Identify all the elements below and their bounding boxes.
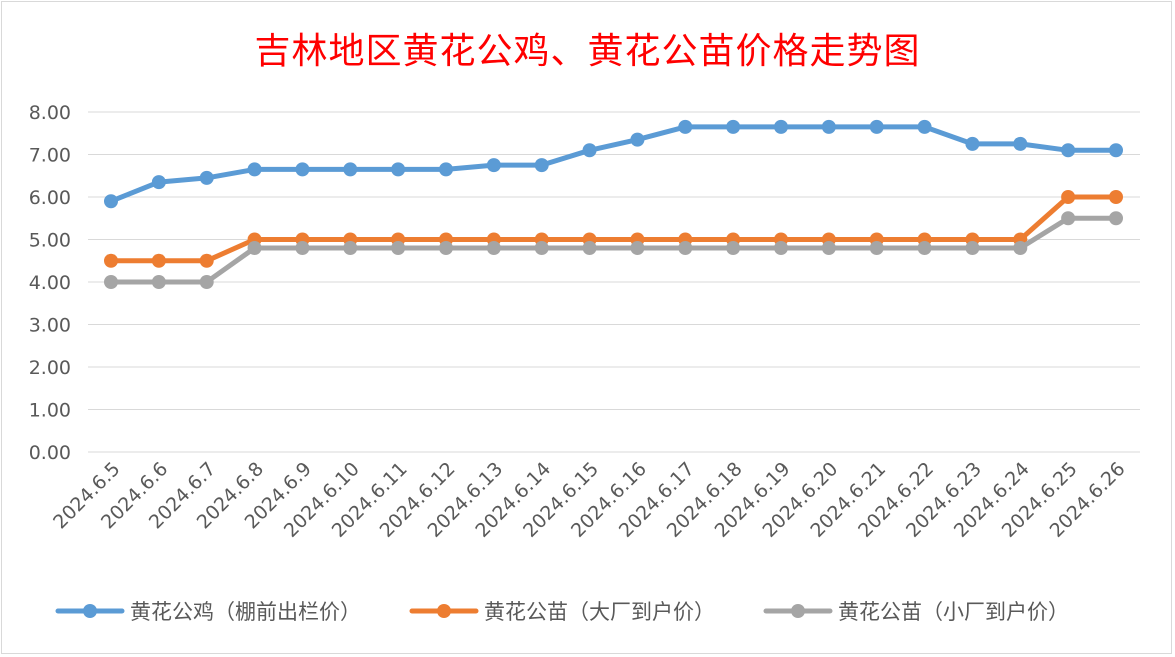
data-point [534,241,549,255]
y-tick-label: 3.00 [29,315,71,337]
data-point [199,275,214,289]
legend: 黄花公鸡（棚前出栏价） 黄花公苗（大厂到户价） 黄花公苗（小厂到户价） [55,600,1069,624]
data-point [582,241,597,255]
data-point [439,162,453,177]
data-point [1013,136,1028,151]
data-point [343,241,358,255]
series-lines [104,119,1123,289]
data-point [104,253,118,268]
y-tick-label: 8.00 [29,102,71,124]
legend-marker [437,604,451,618]
data-point [582,143,597,158]
series-2 [104,190,1123,268]
data-point [821,241,836,255]
data-point [199,253,214,268]
series-line [108,194,1119,264]
data-point [1061,143,1076,158]
x-axis-ticks: 2024.6.52024.6.62024.6.72024.6.82024.6.9… [49,458,1129,542]
data-point [965,241,980,255]
data-point [247,162,262,177]
legend-marker [791,604,805,618]
y-axis-ticks: 0.00 1.00 2.00 3.00 4.00 5.00 6.00 7.00 8.00 [29,102,71,464]
data-point [343,162,358,177]
legend-label: 黄花公苗（小厂到户价） [838,600,1069,624]
data-point [678,119,693,134]
data-point [391,162,406,177]
y-tick-label: 0.00 [29,442,71,464]
data-point [774,119,788,134]
data-point [869,119,884,134]
data-point [104,275,118,289]
data-point [1013,241,1028,255]
data-point [104,194,118,209]
data-point [774,241,788,255]
data-point [821,119,836,134]
data-point [917,241,932,255]
legend-marker [83,604,97,618]
y-tick-label: 6.00 [29,187,71,209]
legend-item-1: 黄花公鸡（棚前出栏价） [55,600,361,624]
data-point [486,241,501,255]
data-point [1109,211,1123,226]
data-point [1109,190,1123,204]
legend-label: 黄花公鸡（棚前出栏价） [130,600,361,624]
data-point [630,132,645,147]
y-tick-label: 7.00 [29,145,71,167]
data-point [199,170,214,185]
legend-item-2: 黄花公苗（大厂到户价） [409,600,715,624]
data-point [295,241,310,255]
y-tick-label: 5.00 [29,230,71,252]
data-point [1061,211,1076,226]
data-point [247,241,262,255]
data-point [678,241,693,255]
data-point [151,275,166,289]
series-3 [104,211,1123,289]
data-point [1061,190,1076,204]
data-point [295,162,310,177]
data-point [726,119,741,134]
legend-label: 黄花公苗（大厂到户价） [484,600,715,624]
data-point [151,175,166,190]
data-point [630,241,645,255]
y-tick-label: 1.00 [29,400,71,422]
data-point [1109,143,1123,158]
gridlines [88,111,1140,453]
series-1 [104,119,1123,209]
data-point [726,241,741,255]
data-point [439,241,453,255]
data-point [486,158,501,173]
data-point [151,253,166,268]
data-point [917,119,932,134]
data-point [534,158,549,173]
y-tick-label: 2.00 [29,357,71,379]
chart-title: 吉林地区黄花公鸡、黄花公苗价格走势图 [254,31,921,72]
series-line [108,215,1119,285]
data-point [965,136,980,151]
data-point [869,241,884,255]
y-tick-label: 4.00 [29,272,71,294]
data-point [391,241,406,255]
series-line [108,124,1119,204]
legend-item-3: 黄花公苗（小厂到户价） [763,600,1069,624]
